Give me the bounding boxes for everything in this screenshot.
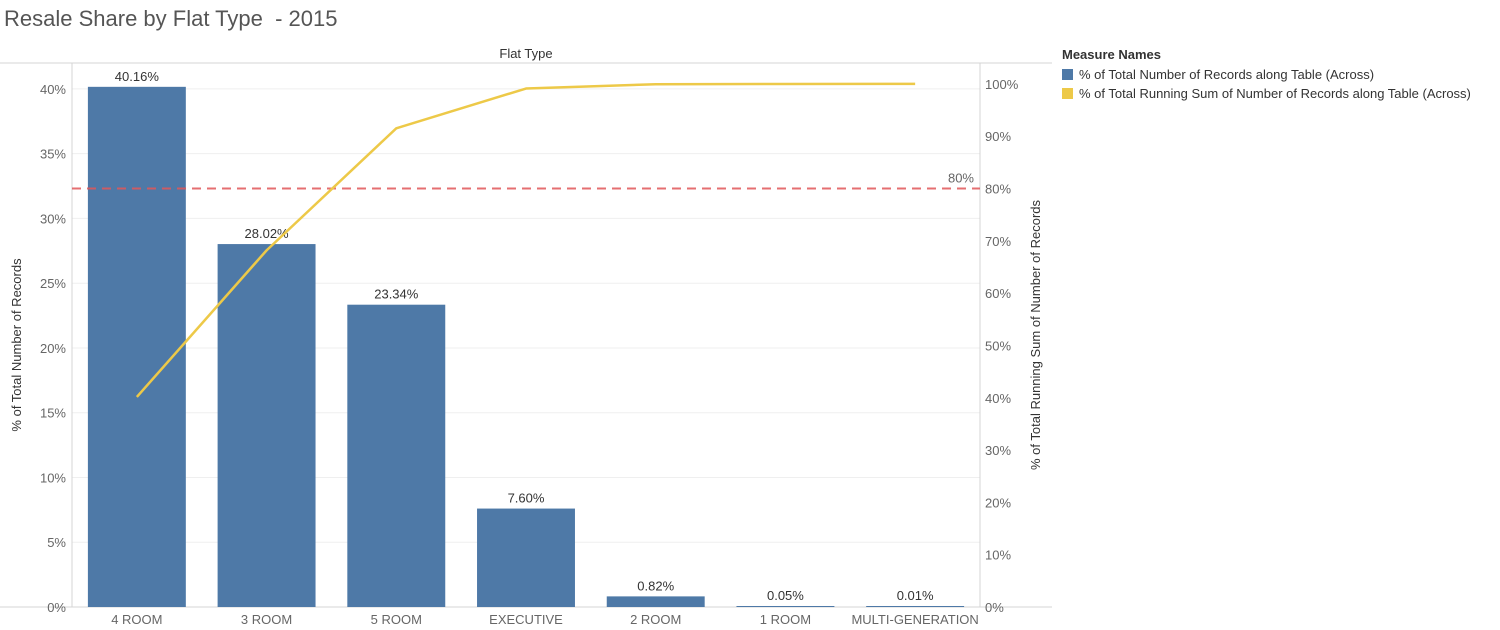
- y-tick-label: 20%: [40, 341, 66, 356]
- x-tick-label: 2 ROOM: [630, 612, 681, 627]
- reference-line-label: 80%: [948, 171, 974, 186]
- y2-tick-label: 100%: [985, 77, 1019, 92]
- bar[interactable]: [736, 606, 835, 607]
- y2-tick-label: 80%: [985, 182, 1011, 197]
- chart-title: Resale Share by Flat Type - 2015: [4, 6, 338, 31]
- legend: Measure Names % of Total Number of Recor…: [1062, 47, 1471, 103]
- bar-data-label: 0.05%: [767, 588, 804, 603]
- y2-tick-label: 60%: [985, 286, 1011, 301]
- y2-tick-label: 0%: [985, 600, 1004, 615]
- y-tick-label: 10%: [40, 470, 66, 485]
- y-tick-label: 5%: [47, 535, 66, 550]
- bar[interactable]: [217, 244, 316, 607]
- column-header: Flat Type: [499, 46, 552, 61]
- y-tick-label: 25%: [40, 276, 66, 291]
- legend-item-bar[interactable]: % of Total Number of Records along Table…: [1062, 65, 1471, 84]
- legend-swatch-bar: [1062, 69, 1073, 80]
- y2-tick-label: 30%: [985, 443, 1011, 458]
- bar-data-label: 28.02%: [245, 226, 290, 241]
- y2-tick-label: 50%: [985, 338, 1011, 353]
- y2-tick-label: 70%: [985, 234, 1011, 249]
- running-sum-line[interactable]: [135, 82, 916, 398]
- bar[interactable]: [87, 86, 186, 607]
- y-tick-label: 40%: [40, 82, 66, 97]
- x-tick-label: 4 ROOM: [111, 612, 162, 627]
- y-tick-label: 15%: [40, 406, 66, 421]
- bar[interactable]: [866, 606, 965, 607]
- x-tick-label: MULTI-GENERATION: [851, 612, 978, 627]
- y-axis-title: % of Total Number of Records: [9, 258, 24, 432]
- legend-label-bar: % of Total Number of Records along Table…: [1079, 67, 1375, 82]
- y2-axis-title: % of Total Running Sum of Number of Reco…: [1028, 200, 1043, 471]
- bar-data-label: 0.82%: [637, 578, 674, 593]
- x-tick-label: 5 ROOM: [371, 612, 422, 627]
- bar[interactable]: [347, 304, 446, 607]
- y2-tick-label: 20%: [985, 495, 1011, 510]
- bar-data-label: 23.34%: [374, 287, 419, 302]
- y2-tick-label: 10%: [985, 548, 1011, 563]
- bar-data-label: 40.16%: [115, 69, 160, 84]
- legend-swatch-line: [1062, 88, 1073, 99]
- bar[interactable]: [606, 596, 705, 607]
- legend-item-line[interactable]: % of Total Running Sum of Number of Reco…: [1062, 84, 1471, 103]
- y-tick-label: 35%: [40, 147, 66, 162]
- y-tick-label: 30%: [40, 211, 66, 226]
- x-tick-label: EXECUTIVE: [489, 612, 563, 627]
- y2-tick-label: 40%: [985, 391, 1011, 406]
- x-tick-label: 3 ROOM: [241, 612, 292, 627]
- y2-tick-label: 90%: [985, 129, 1011, 144]
- bar[interactable]: [477, 508, 575, 607]
- legend-label-line: % of Total Running Sum of Number of Reco…: [1079, 86, 1471, 101]
- x-tick-label: 1 ROOM: [760, 612, 811, 627]
- legend-title: Measure Names: [1062, 47, 1161, 62]
- y-tick-label: 0%: [47, 600, 66, 615]
- bar-data-label: 7.60%: [508, 491, 545, 506]
- bar-data-label: 0.01%: [897, 588, 934, 603]
